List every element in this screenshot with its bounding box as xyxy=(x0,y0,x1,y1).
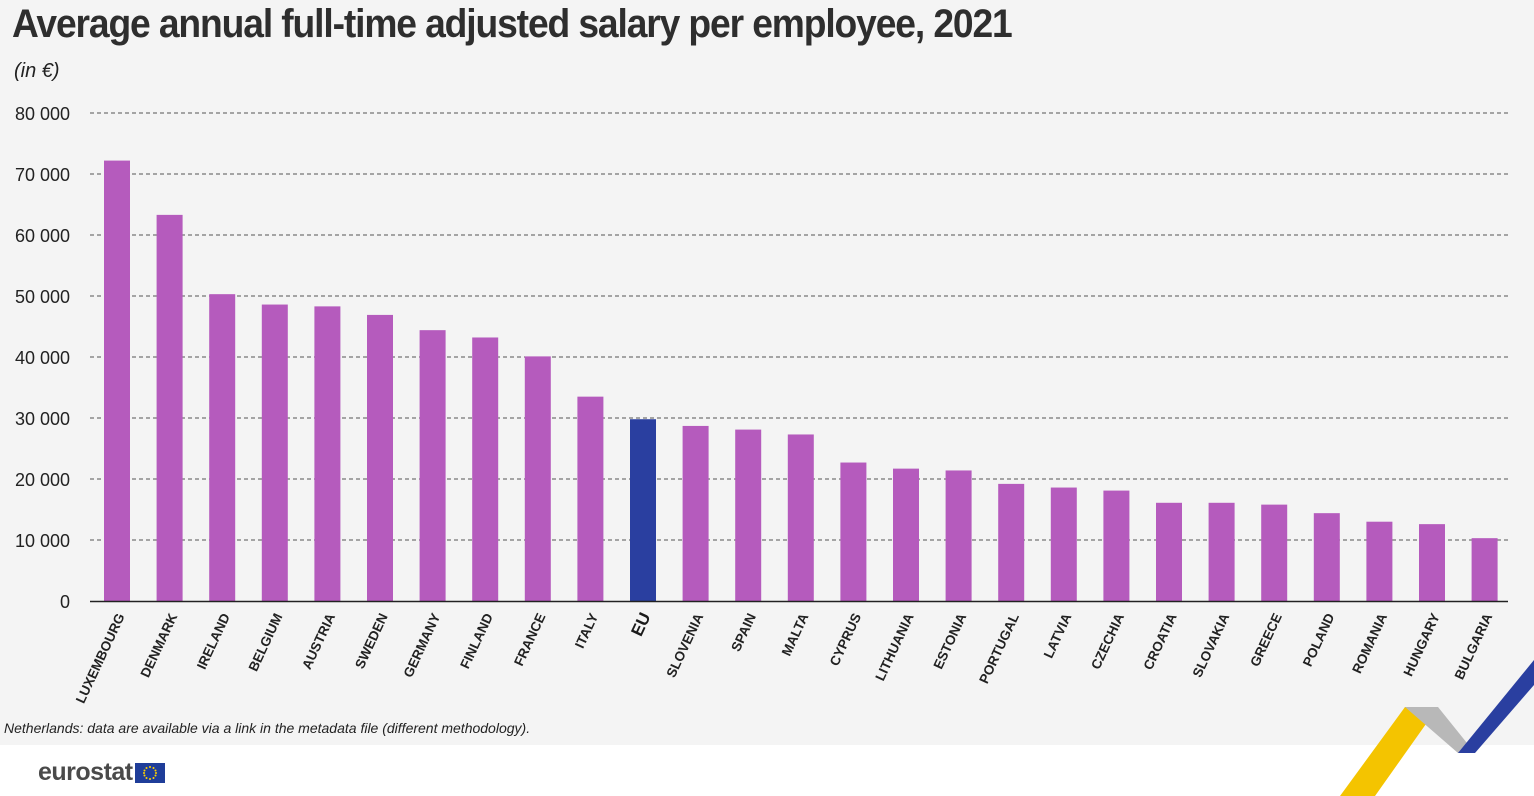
bar-malta xyxy=(787,434,814,601)
x-tick-label: CYPRUS xyxy=(827,611,864,668)
bar-poland xyxy=(1313,513,1340,601)
x-tick-label: GERMANY xyxy=(401,611,444,680)
bar-greece xyxy=(1261,504,1288,601)
bar-chart: 0 10 000 20 000 30 000 40 000 50 000 60 000 70 … xyxy=(15,104,1508,706)
bar-czechia xyxy=(1103,490,1130,601)
x-tick-label: SLOVAKIA xyxy=(1190,611,1233,680)
x-tick-label: MALTA xyxy=(779,611,812,659)
x-tick-label: DENMARK xyxy=(138,611,181,680)
chart-panel xyxy=(0,0,1534,745)
y-tick-label: 70 000 xyxy=(15,165,70,185)
bar-lithuania xyxy=(893,468,919,601)
bar-germany xyxy=(419,330,446,601)
y-tick-label: 40 000 xyxy=(15,348,70,368)
bar-hungary xyxy=(1419,524,1445,601)
x-tick-label: SLOVENIA xyxy=(664,611,707,680)
bar-austria xyxy=(314,306,341,601)
footnote: Netherlands: data are available via a li… xyxy=(4,720,531,736)
y-axis-ticks: 0 10 000 20 000 30 000 40 000 50 000 60 000 70 … xyxy=(15,104,70,612)
bar-bulgaria xyxy=(1471,538,1498,601)
bar-ireland xyxy=(209,294,236,601)
bar-romania xyxy=(1366,521,1393,601)
bar-spain xyxy=(735,429,762,601)
bar-eu xyxy=(630,419,656,601)
x-tick-label: SWEDEN xyxy=(352,611,391,671)
y-tick-label: 10 000 xyxy=(15,531,70,551)
x-tick-label: ITALY xyxy=(572,611,601,651)
logo-text: eurostat xyxy=(38,758,133,786)
y-tick-label: 20 000 xyxy=(15,470,70,490)
bar-croatia xyxy=(1156,502,1182,601)
bar-slovakia xyxy=(1208,502,1235,601)
x-tick-label: AUSTRIA xyxy=(299,611,338,672)
bar-belgium xyxy=(261,304,288,601)
x-tick-label: LITHUANIA xyxy=(872,611,916,683)
x-tick-label: BELGIUM xyxy=(246,611,286,674)
x-tick-label: FINLAND xyxy=(457,611,496,671)
bar-italy xyxy=(577,396,604,601)
eurostat-logo: eurostat xyxy=(38,758,165,787)
bar-finland xyxy=(472,337,499,601)
y-tick-label: 80 000 xyxy=(15,104,70,124)
x-tick-label: GREECE xyxy=(1247,611,1285,669)
x-tick-label: FRANCE xyxy=(511,611,548,668)
y-tick-label: 0 xyxy=(60,592,70,612)
bar-cyprus xyxy=(840,462,867,601)
eu-flag-icon xyxy=(134,762,165,783)
y-tick-label: 30 000 xyxy=(15,409,70,429)
bar-slovenia xyxy=(682,425,709,601)
x-axis-ticks: LUXEMBOURG DENMARK IRELAND BELGIUM AUSTRIA SW… xyxy=(73,610,1496,706)
bar-luxembourg xyxy=(104,160,130,601)
x-tick-label: ESTONIA xyxy=(930,611,969,672)
decorative-ribbon-icon xyxy=(1340,660,1534,796)
x-tick-label: LUXEMBOURG xyxy=(73,611,128,706)
bar-sweden xyxy=(367,314,393,601)
y-tick-label: 60 000 xyxy=(15,226,70,246)
x-tick-label: CROATIA xyxy=(1141,611,1180,672)
bar-estonia xyxy=(945,470,972,601)
bars xyxy=(104,160,1498,601)
x-tick-label: PORTUGAL xyxy=(976,611,1022,686)
x-tick-label: CZECHIA xyxy=(1088,611,1127,672)
x-tick-label: IRELAND xyxy=(194,611,233,672)
x-tick-label: LATVIA xyxy=(1041,611,1075,661)
y-tick-label: 50 000 xyxy=(15,287,70,307)
x-tick-label: EU xyxy=(627,610,654,639)
bar-latvia xyxy=(1050,487,1077,601)
bar-portugal xyxy=(998,483,1025,601)
bar-denmark xyxy=(156,214,183,601)
chart-title: Average annual full-time adjusted salary… xyxy=(12,2,1013,46)
bar-france xyxy=(524,356,551,601)
x-tick-label: SPAIN xyxy=(728,611,759,654)
unit-label: (in €) xyxy=(14,60,60,82)
